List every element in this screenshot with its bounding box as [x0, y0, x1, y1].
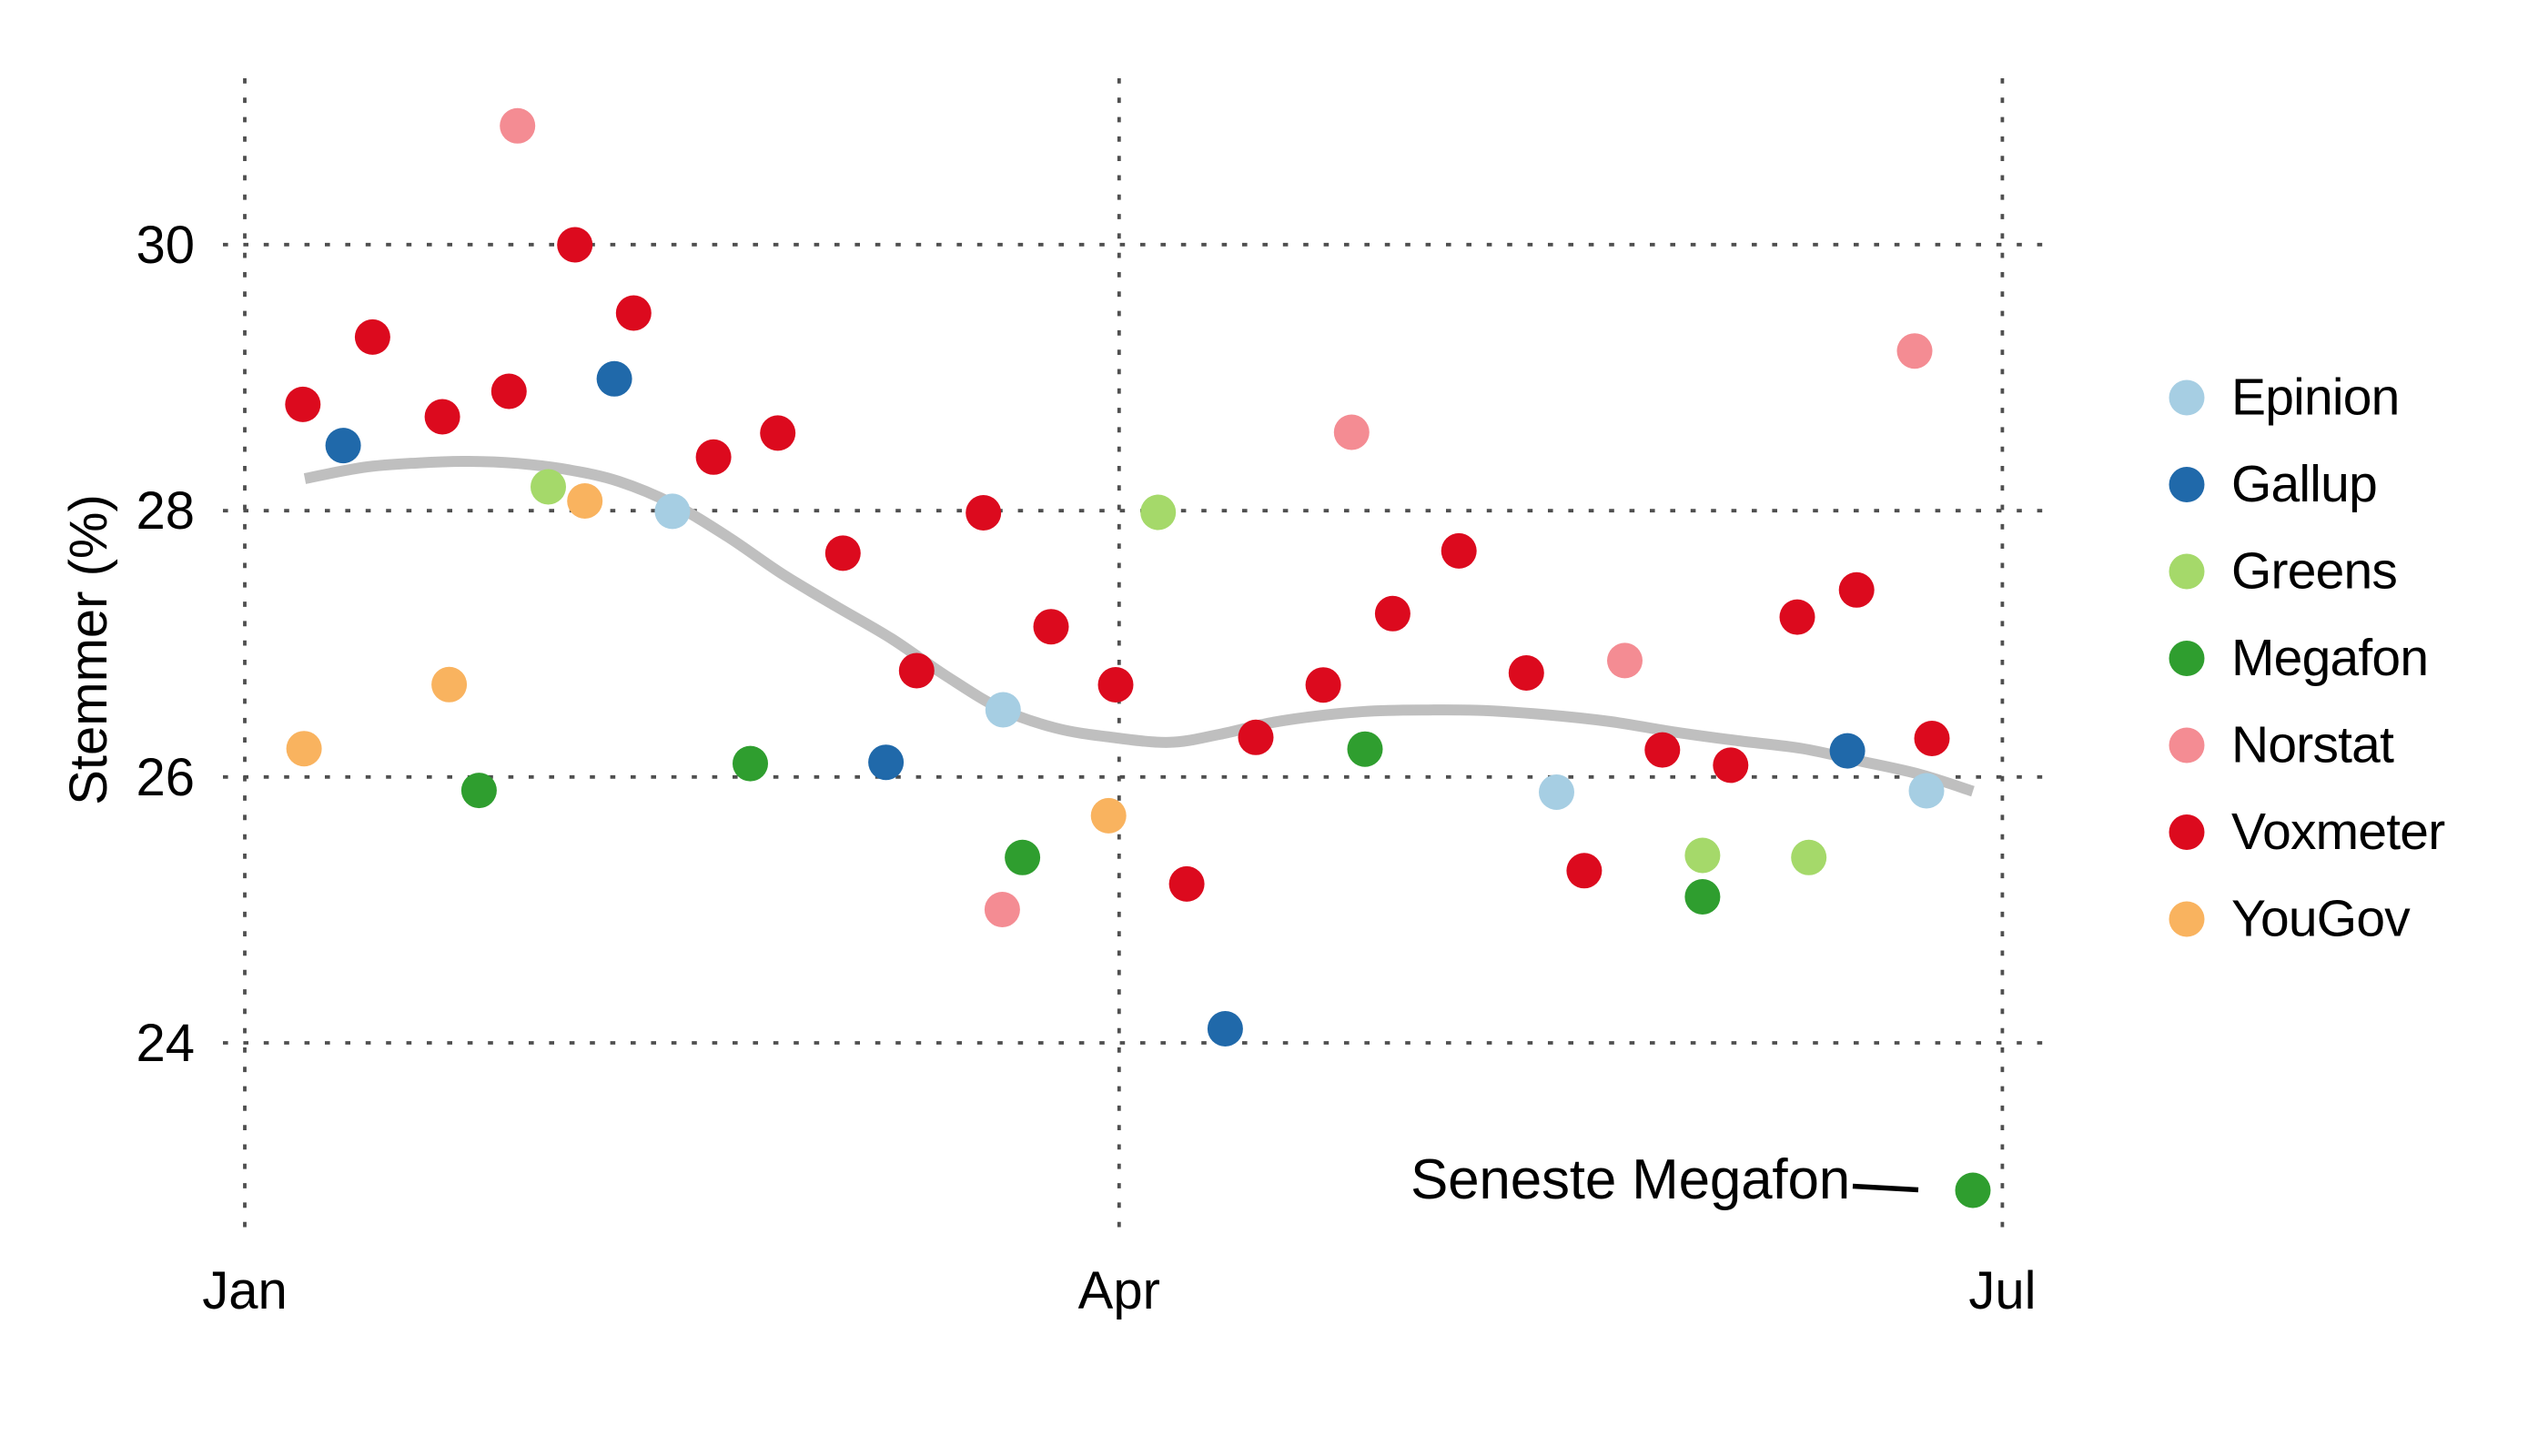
svg-text:Voxmeter: Voxmeter: [2231, 803, 2445, 861]
svg-text:YouGov: YouGov: [2231, 890, 2411, 948]
svg-text:Epinion: Epinion: [2231, 369, 2400, 427]
svg-text:Jan: Jan: [202, 1261, 288, 1320]
svg-text:26: 26: [136, 748, 195, 807]
svg-text:Greens: Greens: [2231, 542, 2397, 601]
svg-text:30: 30: [136, 216, 195, 275]
svg-text:Norstat: Norstat: [2231, 716, 2394, 774]
svg-text:Stemmer (%): Stemmer (%): [59, 494, 118, 805]
svg-text:Gallup: Gallup: [2231, 455, 2377, 513]
svg-text:24: 24: [136, 1014, 195, 1073]
svg-text:Megafon: Megafon: [2231, 629, 2428, 687]
svg-text:28: 28: [136, 481, 195, 541]
svg-text:Jul: Jul: [1968, 1261, 2036, 1320]
svg-text:Seneste Megafon: Seneste Megafon: [1410, 1148, 1850, 1211]
svg-text:Apr: Apr: [1078, 1261, 1160, 1320]
